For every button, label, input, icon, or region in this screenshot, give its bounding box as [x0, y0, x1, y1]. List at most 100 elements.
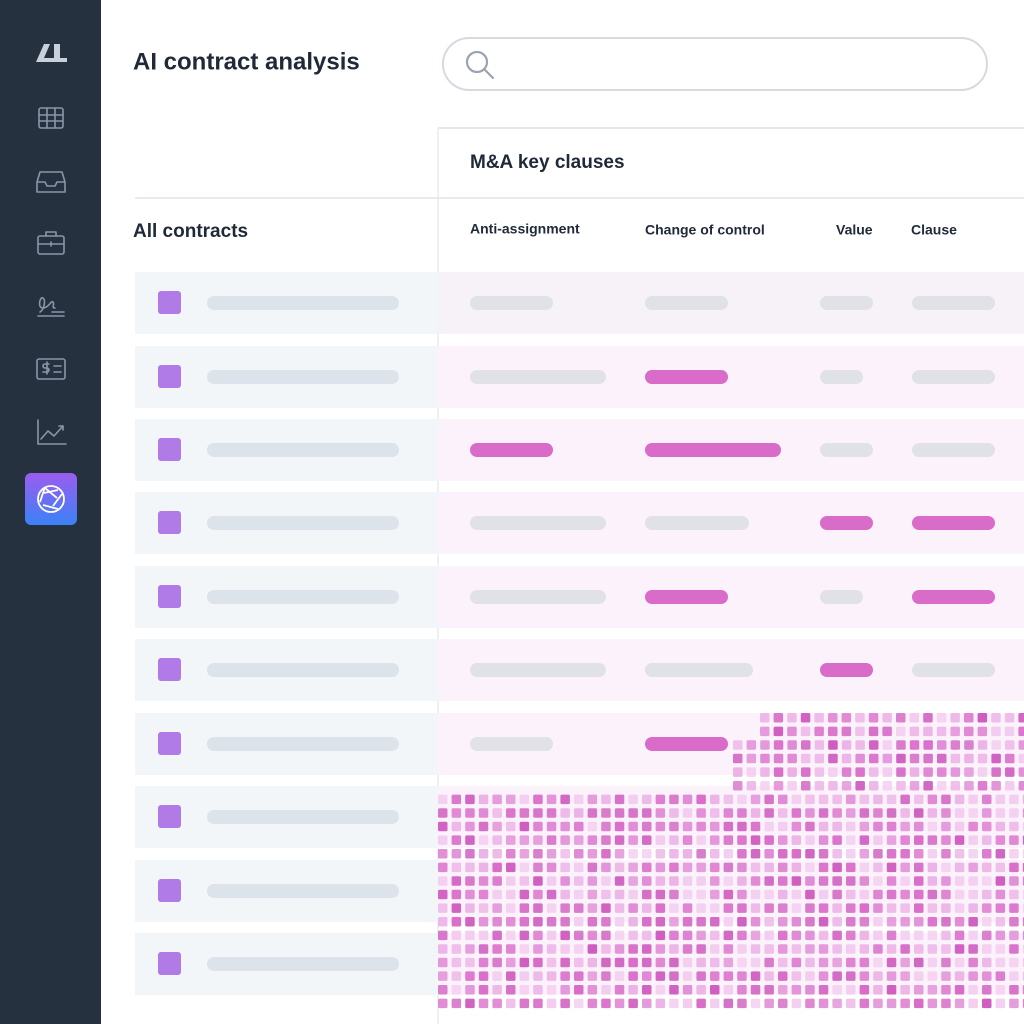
mosaic-cell [954, 944, 965, 954]
mosaic-cell [914, 835, 924, 845]
mosaic-cell [927, 808, 938, 818]
search-bar[interactable] [442, 37, 988, 91]
logo[interactable] [36, 44, 67, 62]
mosaic-cell [669, 971, 679, 981]
mosaic [438, 713, 1024, 1009]
placeholder [912, 663, 995, 677]
nav-active[interactable] [25, 473, 77, 525]
mosaic-cell [655, 889, 666, 900]
mosaic-cell [737, 794, 747, 805]
mosaic-cell [873, 998, 883, 1009]
mosaic-cell [465, 849, 475, 859]
mosaic-cell [438, 794, 448, 805]
mosaic-cell [655, 985, 666, 995]
mosaic-cell [900, 835, 910, 845]
mosaic-cell [968, 835, 978, 845]
mosaic-cell [968, 944, 978, 954]
mosaic-cell [968, 930, 978, 941]
placeholder [470, 516, 606, 530]
nav-table[interactable] [38, 107, 64, 129]
mosaic-cell [750, 985, 761, 995]
mosaic-cell [923, 740, 933, 750]
row-checkbox[interactable] [158, 291, 181, 314]
mosaic-cell [923, 781, 933, 791]
mosaic-cell [710, 835, 720, 845]
mosaic-cell [628, 917, 638, 927]
mosaic-cell [601, 985, 611, 995]
mosaic-cell [696, 862, 706, 873]
nav-signature[interactable] [37, 297, 65, 317]
mosaic-cell [886, 903, 897, 913]
mosaic-cell [995, 862, 1006, 873]
mosaic-cell [451, 985, 462, 995]
mosaic-cell [710, 808, 720, 818]
mosaic-cell [764, 930, 774, 941]
mosaic-cell [764, 889, 774, 900]
placeholder [645, 296, 728, 310]
mosaic-cell [669, 862, 679, 873]
row-checkbox[interactable] [158, 658, 181, 681]
mosaic-cell [560, 985, 570, 995]
mosaic-cell [519, 985, 530, 995]
nav-billing[interactable] [36, 358, 66, 380]
mosaic-cell [560, 944, 570, 954]
row-checkbox[interactable] [158, 879, 181, 902]
row-checkbox[interactable] [158, 805, 181, 828]
mosaic-cell [587, 835, 598, 845]
row-checkbox[interactable] [158, 952, 181, 975]
row-checkbox[interactable] [158, 585, 181, 608]
row-checkbox[interactable] [158, 732, 181, 755]
mosaic-cell [560, 849, 570, 859]
mosaic-cell [832, 889, 842, 900]
mosaic-cell [937, 740, 947, 750]
row-checkbox[interactable] [158, 438, 181, 461]
nav-briefcase[interactable] [37, 231, 65, 255]
mosaic-cell [642, 876, 652, 886]
mosaic-cell [438, 971, 448, 981]
mosaic-cell [805, 917, 815, 927]
placeholder [470, 663, 606, 677]
mosaic-cell [750, 971, 761, 981]
mosaic-cell [914, 944, 924, 954]
nav-analytics[interactable] [37, 419, 67, 445]
mosaic-cell [655, 794, 666, 805]
mosaic-cell [737, 903, 747, 913]
mosaic-cell [723, 957, 734, 968]
placeholder [207, 810, 399, 824]
mosaic-cell [478, 998, 489, 1009]
mosaic-cell [546, 835, 557, 845]
mosaic-cell [696, 889, 706, 900]
mosaic-cell [977, 781, 988, 791]
mosaic-cell [832, 849, 842, 859]
mosaic-cell [614, 889, 625, 900]
mosaic-cell [1005, 767, 1015, 777]
mosaic-cell [764, 985, 774, 995]
row-checkbox[interactable] [158, 511, 181, 534]
mosaic-cell [1009, 835, 1019, 845]
mosaic-cell [832, 808, 842, 818]
mosaic-cell [828, 726, 838, 737]
mosaic-cell [574, 985, 584, 995]
mosaic-cell [560, 998, 570, 1009]
mosaic-cell [710, 917, 720, 927]
mosaic-cell [954, 889, 965, 900]
mosaic-cell [791, 849, 802, 859]
nav-inbox[interactable] [36, 171, 66, 193]
mosaic-cell [941, 985, 951, 995]
mosaic-cell [859, 917, 870, 927]
mosaic-cell [492, 849, 502, 859]
mosaic-cell [778, 903, 788, 913]
mosaic-cell [832, 821, 842, 832]
mosaic-cell [818, 944, 829, 954]
mosaic-cell [923, 713, 933, 723]
mosaic-cell [750, 998, 761, 1009]
mosaic-cell [773, 767, 784, 777]
mosaic-cell [846, 808, 856, 818]
list-title: All contracts [133, 221, 248, 242]
mosaic-cell [669, 849, 679, 859]
mosaic-cell [733, 753, 743, 764]
mosaic-cell [791, 835, 802, 845]
mosaic-cell [614, 930, 625, 941]
row-checkbox[interactable] [158, 365, 181, 388]
mosaic-cell [642, 998, 652, 1009]
